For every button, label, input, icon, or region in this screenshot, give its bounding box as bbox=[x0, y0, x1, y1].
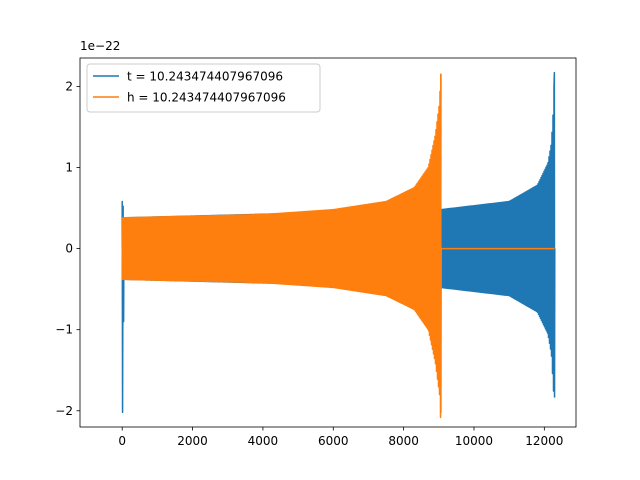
axes-frame bbox=[79, 57, 577, 428]
series-layer bbox=[121, 71, 556, 419]
x-tick-label: 10000 bbox=[455, 434, 493, 448]
x-tick-label: 4000 bbox=[248, 434, 279, 448]
x-tick-label: 8000 bbox=[388, 434, 419, 448]
axes-layer: 0 2000 4000 6000 8000 10000 12000 −2 −1 0 1 2 bbox=[55, 57, 577, 448]
y-tick-label: −2 bbox=[55, 404, 73, 418]
series-h bbox=[121, 73, 555, 419]
y-tick-label: 1 bbox=[65, 160, 73, 174]
y-tick-label: −1 bbox=[55, 323, 73, 337]
legend-label: t = 10.243474407967096 bbox=[127, 70, 283, 84]
y-tick-label: 2 bbox=[65, 79, 73, 93]
series-h-line bbox=[121, 73, 555, 419]
legend: t = 10.243474407967096 h = 10.24347440796… bbox=[86, 63, 321, 113]
y-tick-label: 0 bbox=[65, 242, 73, 256]
legend-label: h = 10.243474407967096 bbox=[127, 91, 286, 105]
y-offset-label: 1e−22 bbox=[80, 39, 120, 53]
x-tick-label: 12000 bbox=[525, 434, 563, 448]
x-tick-label: 0 bbox=[118, 434, 126, 448]
x-tick-label: 2000 bbox=[177, 434, 208, 448]
legend-box bbox=[86, 63, 321, 113]
x-tick-label: 6000 bbox=[318, 434, 349, 448]
